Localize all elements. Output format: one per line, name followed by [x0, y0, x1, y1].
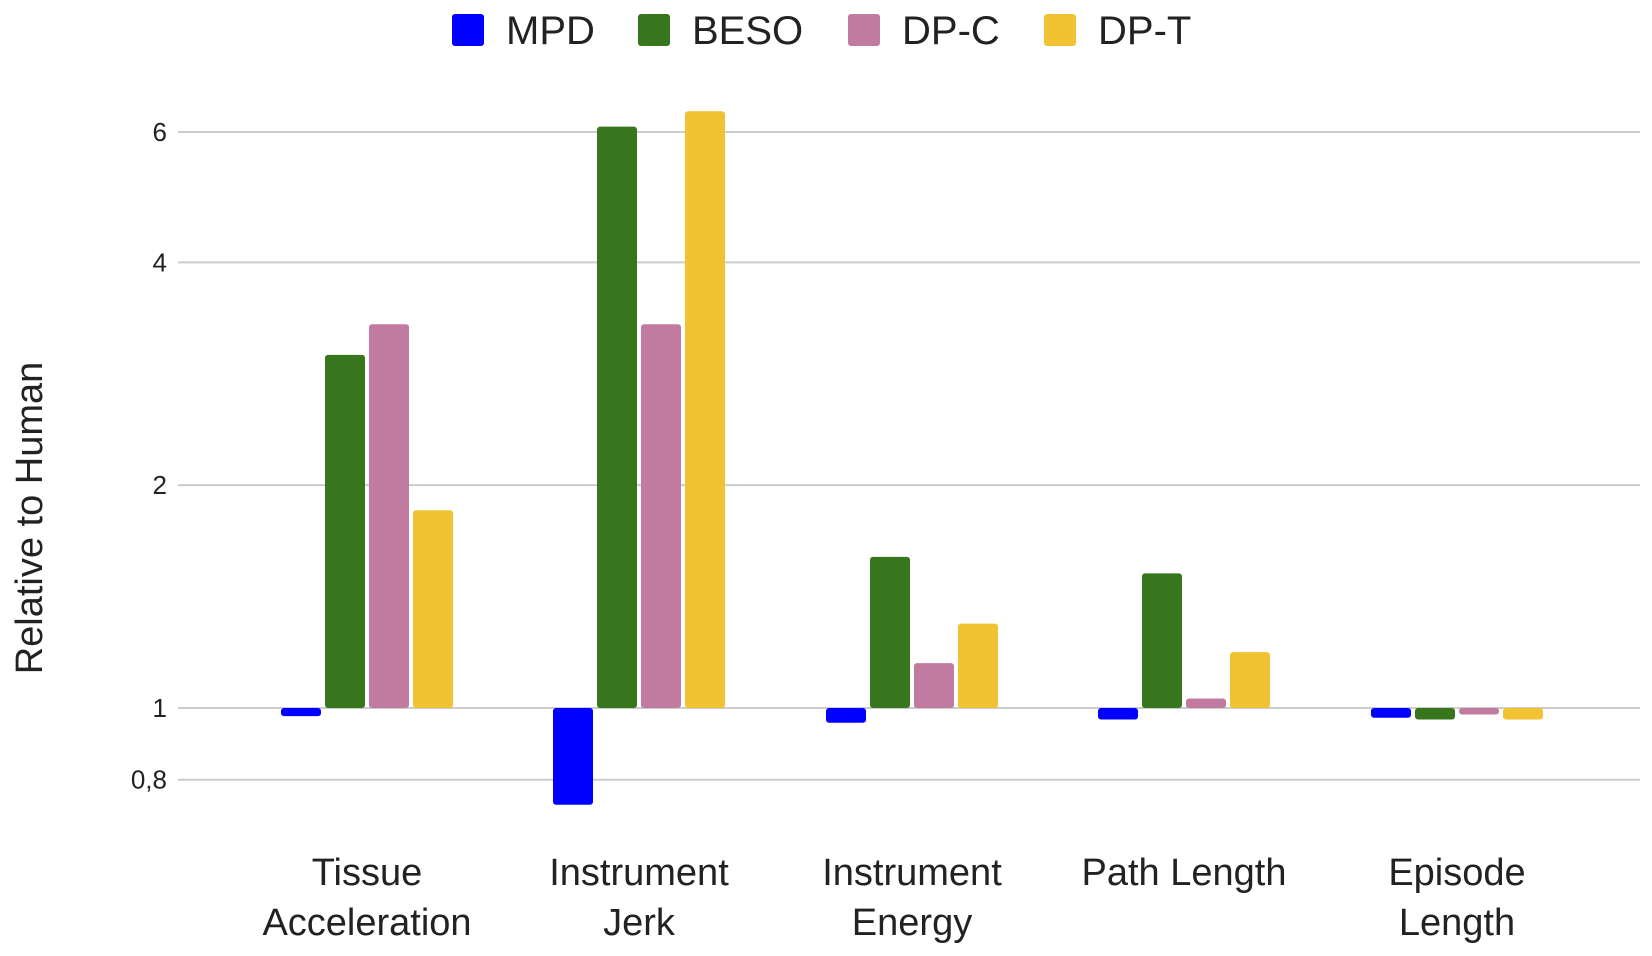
y-axis-title: Relative to Human: [9, 362, 51, 675]
x-category-label: Jerk: [603, 902, 676, 944]
y-axis-tick-labels: 0,8 1 2 4 6: [131, 117, 167, 795]
x-category-label: Path Length: [1082, 852, 1287, 894]
y-tick-label: 6: [153, 117, 167, 147]
bar-mpd-4: [1371, 708, 1411, 718]
bar-dp-c-1: [641, 324, 681, 708]
legend-swatch-dp-t: [1044, 14, 1076, 46]
bar-dp-c-4: [1459, 708, 1499, 715]
x-category-label: Acceleration: [262, 902, 471, 944]
bar-beso-2: [870, 556, 910, 708]
bar-beso-0: [325, 354, 365, 708]
legend-swatch-dp-c: [848, 14, 880, 46]
legend-swatch-beso: [638, 14, 670, 46]
y-tick-label: 1: [153, 693, 167, 723]
bar-dp-c-2: [914, 663, 954, 708]
x-axis-category-labels: Tissue Acceleration Instrument Jerk Instrume…: [262, 852, 1525, 944]
bars: [281, 111, 1543, 805]
legend-label-dp-t: DP-T: [1098, 9, 1191, 53]
legend: MPD BESO DP-C DP-T: [452, 9, 1191, 53]
x-category-label: Episode: [1388, 852, 1525, 894]
bar-dp-c-3: [1186, 698, 1226, 708]
bar-mpd-0: [281, 708, 321, 717]
bar-dp-t-3: [1230, 652, 1270, 708]
x-category-label: Tissue: [312, 852, 423, 894]
bar-mpd-3: [1098, 708, 1138, 720]
bar-dp-t-0: [413, 510, 453, 708]
bar-beso-3: [1142, 573, 1182, 708]
y-tick-label: 0,8: [131, 765, 167, 795]
bar-beso-4: [1415, 708, 1455, 720]
legend-label-beso: BESO: [692, 9, 803, 53]
bar-mpd-2: [826, 708, 866, 723]
x-category-label: Instrument: [549, 852, 729, 894]
bar-dp-c-0: [369, 324, 409, 708]
bar-dp-t-2: [958, 623, 998, 708]
legend-label-mpd: MPD: [506, 9, 595, 53]
bar-dp-t-1: [685, 111, 725, 709]
y-tick-label: 2: [153, 470, 167, 500]
bar-mpd-1: [553, 708, 593, 805]
legend-label-dp-c: DP-C: [902, 9, 1000, 53]
x-category-label: Instrument: [822, 852, 1002, 894]
bar-dp-t-4: [1503, 708, 1543, 720]
y-tick-label: 4: [153, 247, 167, 277]
bar-beso-1: [597, 126, 637, 709]
x-category-label: Length: [1399, 902, 1515, 944]
legend-swatch-mpd: [452, 14, 484, 46]
x-category-label: Energy: [852, 902, 972, 944]
